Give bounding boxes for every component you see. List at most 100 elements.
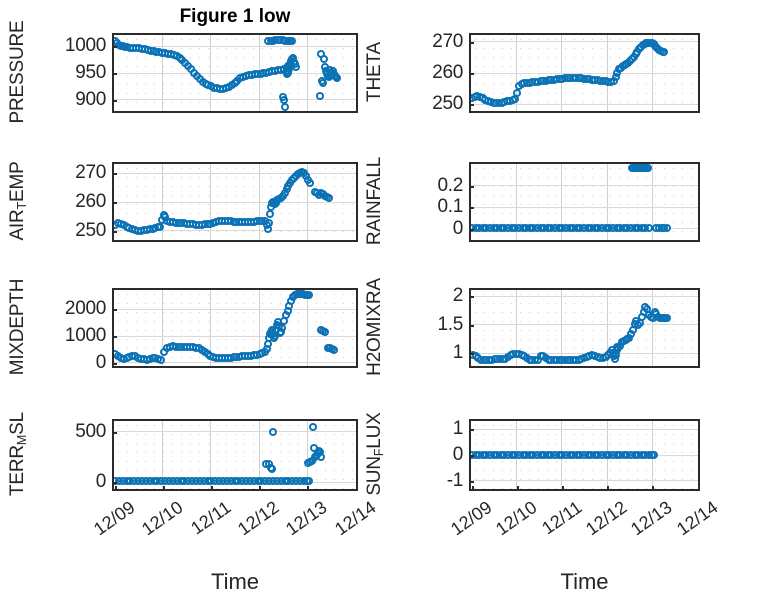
horizontal-gridline xyxy=(471,295,698,297)
data-point xyxy=(663,224,672,233)
data-point xyxy=(324,193,333,202)
figure-canvas: Figure 1 low 900 950 1000 PRESSURE 250 260 270… xyxy=(7,6,721,594)
y-tick-label: 2 xyxy=(452,285,464,307)
y-tick-mark xyxy=(112,73,117,75)
y-tick-mark xyxy=(112,336,117,339)
subplot-row3-right: 1 1.5 2 H2OMIXRA xyxy=(364,278,700,376)
data-point xyxy=(317,453,326,462)
y-tick-mark xyxy=(112,482,117,485)
data-point xyxy=(316,92,325,101)
y-tick-label: 1000 xyxy=(64,35,106,57)
horizontal-gridline xyxy=(114,45,356,47)
horizontal-gridline xyxy=(471,480,698,482)
plot-area-row3-right xyxy=(469,288,700,368)
vertical-gridline xyxy=(516,290,518,366)
subplot-top-right: 250 260 270 THETA xyxy=(364,31,700,115)
data-point xyxy=(268,464,277,473)
data-point xyxy=(319,55,328,64)
y-tick-label: 500 xyxy=(75,420,106,442)
plot-area-top-left xyxy=(112,33,358,113)
data-point xyxy=(280,103,289,111)
y-tick-mark xyxy=(112,230,117,233)
y-tick-label: 1 xyxy=(452,418,464,440)
y-tick-mark xyxy=(112,46,117,49)
plot-area-row2-left xyxy=(112,162,358,242)
y-axis-label-row4-right: SUNFLUX xyxy=(364,369,386,539)
y-tick-label: 1000 xyxy=(64,325,106,347)
y-tick-label: 1 xyxy=(452,342,464,363)
y-tick-label: 0 xyxy=(452,217,464,239)
data-point xyxy=(663,314,672,323)
horizontal-gridline xyxy=(471,352,698,354)
horizontal-gridline xyxy=(114,172,356,174)
data-point xyxy=(305,179,314,188)
data-point xyxy=(332,73,341,82)
plot-area-top-right xyxy=(469,33,700,113)
x-tick-mark xyxy=(259,486,262,491)
x-tick-mark xyxy=(210,486,213,491)
y-axis-label-text: SUNFLUX xyxy=(364,412,386,496)
plot-area-row4-right xyxy=(469,419,700,491)
y-tick-label: 0.2 xyxy=(437,174,463,196)
subplot-row3-left: 0 1000 2000 MIXDEPTH xyxy=(7,279,358,375)
plot-area-row2-right xyxy=(469,162,700,242)
data-point xyxy=(329,346,338,355)
data-point xyxy=(304,290,313,299)
y-tick-label: 260 xyxy=(432,62,463,83)
y-tick-mark xyxy=(112,202,117,204)
x-tick-label: 12/11 xyxy=(538,497,586,539)
x-tick-label: 12/10 xyxy=(491,497,541,540)
horizontal-gridline xyxy=(471,324,698,326)
y-tick-mark xyxy=(112,99,117,102)
data-point xyxy=(321,327,330,336)
x-tick-mark xyxy=(355,486,358,491)
horizontal-gridline xyxy=(471,72,698,74)
horizontal-gridline xyxy=(114,72,356,74)
y-tick-mark xyxy=(469,429,474,432)
horizontal-gridline xyxy=(471,103,698,105)
y-tick-label: 1.5 xyxy=(437,313,463,335)
data-point xyxy=(645,224,654,233)
vertical-gridline xyxy=(306,421,308,489)
y-tick-mark xyxy=(469,455,474,457)
y-tick-mark xyxy=(469,228,474,231)
data-point xyxy=(325,65,334,74)
horizontal-gridline xyxy=(114,431,356,433)
horizontal-gridline xyxy=(114,201,356,203)
vertical-gridline xyxy=(306,290,308,366)
vertical-gridline xyxy=(606,164,608,240)
subplot-row4-left: 0 500 TERRMSL 12/09 12/10 12/11 12/12 12/13 12/1… xyxy=(7,412,379,594)
data-point xyxy=(660,48,669,57)
data-point xyxy=(265,219,274,228)
y-tick-mark xyxy=(112,173,117,176)
subplot-row4-right: -1 0 1 SUNFLUX 12/09 12/10 12/11 12/12 12/13 12/1… xyxy=(364,369,721,594)
horizontal-gridline xyxy=(471,41,698,43)
data-point xyxy=(282,69,291,78)
horizontal-gridline xyxy=(471,428,698,430)
y-tick-mark xyxy=(112,362,117,365)
vertical-gridline xyxy=(210,421,212,489)
horizontal-gridline xyxy=(471,185,698,187)
y-tick-label: 250 xyxy=(432,93,463,115)
y-tick-mark xyxy=(469,73,474,75)
y-tick-label: -1 xyxy=(446,469,464,491)
x-axis-label: Time xyxy=(560,569,609,594)
y-tick-label: 900 xyxy=(75,88,106,110)
y-tick-label: 250 xyxy=(75,219,106,241)
x-tick-label: 12/09 xyxy=(446,497,495,540)
data-point xyxy=(642,164,651,173)
y-tick-label: 0.1 xyxy=(437,196,463,218)
y-tick-label: 0 xyxy=(95,471,107,493)
y-tick-label: 270 xyxy=(75,162,106,184)
x-tick-mark xyxy=(697,486,700,491)
data-point xyxy=(285,37,294,46)
x-tick-mark xyxy=(516,486,519,491)
x-tick-mark xyxy=(607,486,610,491)
y-tick-label: 260 xyxy=(75,191,106,212)
horizontal-gridline xyxy=(471,206,698,208)
y-tick-mark xyxy=(469,185,474,188)
vertical-gridline xyxy=(258,290,260,366)
vertical-gridline xyxy=(651,290,653,366)
x-tick-label: 12/13 xyxy=(627,497,676,540)
plot-area-row4-left xyxy=(112,419,358,491)
